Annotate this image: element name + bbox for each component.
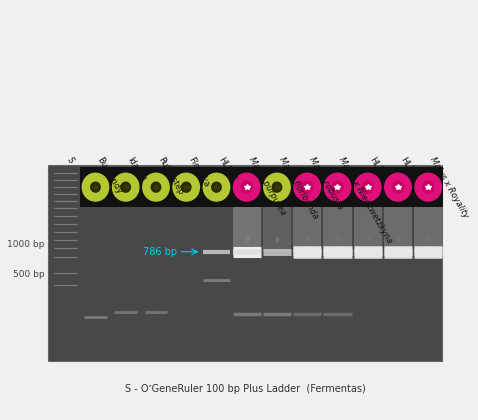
Circle shape <box>332 181 343 193</box>
Text: Idared: Idared <box>126 156 147 184</box>
Text: a: a <box>426 234 431 243</box>
Circle shape <box>362 181 373 193</box>
Text: Burgundy: Burgundy <box>96 156 124 196</box>
Circle shape <box>173 173 199 201</box>
Circle shape <box>143 173 169 201</box>
Circle shape <box>112 173 139 201</box>
Bar <box>322 167 353 207</box>
Circle shape <box>324 173 351 201</box>
Bar <box>80 167 110 207</box>
Text: Malus floribunda: Malus floribunda <box>277 156 320 221</box>
Bar <box>292 167 322 207</box>
Bar <box>413 167 443 207</box>
Bar <box>414 206 442 252</box>
Bar <box>232 167 262 207</box>
Circle shape <box>392 181 403 193</box>
Circle shape <box>272 182 282 192</box>
Bar <box>323 206 352 252</box>
Circle shape <box>385 173 411 201</box>
Circle shape <box>151 182 161 192</box>
Text: 1000 bp: 1000 bp <box>7 240 44 249</box>
Text: Malus robusta: Malus robusta <box>307 156 345 211</box>
Bar <box>354 206 382 252</box>
Circle shape <box>234 173 260 201</box>
Bar <box>293 206 321 252</box>
Bar <box>110 167 141 207</box>
Text: a: a <box>335 234 340 243</box>
Text: 786 bp: 786 bp <box>143 247 177 257</box>
Text: Rubinstep: Rubinstep <box>156 156 185 197</box>
Text: Malus x Niedzwetzkyna: Malus x Niedzwetzkyna <box>337 156 394 245</box>
Bar <box>141 167 171 207</box>
Text: S: S <box>65 156 76 165</box>
Bar <box>384 206 412 252</box>
Circle shape <box>264 173 290 201</box>
Circle shape <box>302 181 313 193</box>
Text: HL37: HL37 <box>398 156 417 179</box>
Circle shape <box>241 181 252 193</box>
Circle shape <box>355 173 381 201</box>
Circle shape <box>121 182 130 192</box>
Bar <box>383 167 413 207</box>
Bar <box>48 165 442 361</box>
Circle shape <box>203 173 229 201</box>
Text: a: a <box>365 234 370 243</box>
Circle shape <box>415 173 441 201</box>
Text: a: a <box>244 235 249 244</box>
Text: a: a <box>396 234 401 243</box>
Bar <box>263 206 291 252</box>
Text: a: a <box>305 234 310 243</box>
Text: HL39: HL39 <box>368 156 386 179</box>
Text: a: a <box>274 235 279 244</box>
Bar <box>353 167 383 207</box>
Circle shape <box>82 173 109 201</box>
Circle shape <box>294 173 320 201</box>
Bar <box>262 167 292 207</box>
Text: Malus purpurea: Malus purpurea <box>247 156 287 217</box>
Text: 500 bp: 500 bp <box>13 270 44 279</box>
Bar <box>171 167 201 207</box>
Text: Flordika: Flordika <box>186 156 211 189</box>
Circle shape <box>423 181 434 193</box>
Circle shape <box>182 182 191 192</box>
Circle shape <box>91 182 100 192</box>
Circle shape <box>212 182 221 192</box>
Text: HL804: HL804 <box>217 156 238 184</box>
Text: S - OʼGeneRuler 100 bp Plus Ladder  (Fermentas): S - OʼGeneRuler 100 bp Plus Ladder (Ferm… <box>125 384 366 394</box>
Bar <box>201 167 231 207</box>
Bar <box>233 206 261 252</box>
Text: Malus x Royality: Malus x Royality <box>428 156 470 220</box>
